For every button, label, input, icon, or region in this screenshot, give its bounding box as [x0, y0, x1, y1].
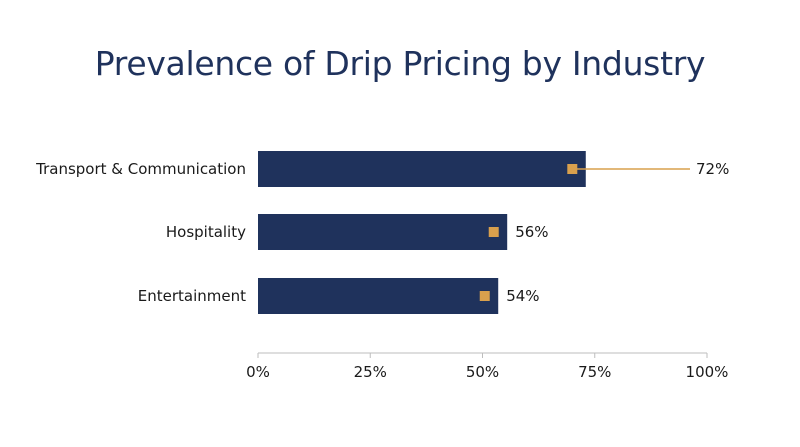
x-tick-label: 0%	[246, 363, 270, 381]
value-label: 56%	[515, 223, 548, 241]
chart-title: Prevalence of Drip Pricing by Industry	[94, 44, 706, 83]
value-marker	[567, 164, 578, 174]
bar	[258, 151, 586, 187]
x-tick-label: 100%	[686, 363, 729, 381]
value-label: 54%	[506, 287, 539, 305]
value-marker	[488, 227, 499, 237]
category-label: Entertainment	[138, 287, 246, 305]
value-marker	[479, 291, 490, 301]
category-label: Hospitality	[166, 223, 246, 241]
x-tick-label: 25%	[354, 363, 387, 381]
x-tick-label: 75%	[578, 363, 611, 381]
value-label: 72%	[696, 160, 729, 178]
bar	[258, 214, 508, 250]
category-label: Transport & Communication	[35, 160, 246, 178]
x-tick-label: 50%	[466, 363, 499, 381]
bar	[258, 278, 499, 314]
